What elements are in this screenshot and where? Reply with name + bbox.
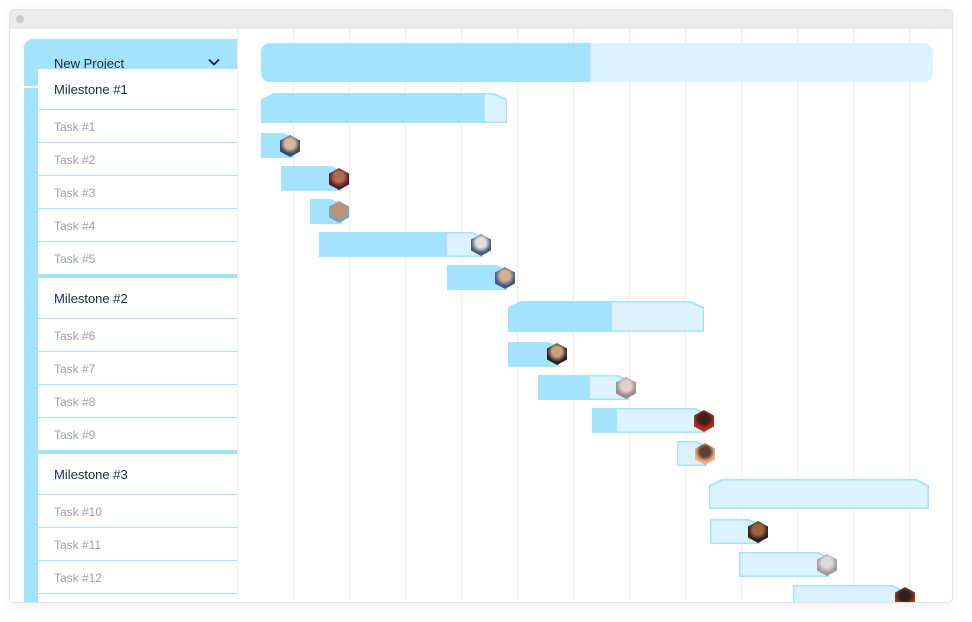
task-row[interactable]: Task #2 — [38, 143, 237, 176]
milestone-bar[interactable] — [709, 479, 929, 509]
assignee-avatar[interactable] — [280, 135, 300, 157]
task-label: Task #12 — [54, 571, 103, 585]
task-row[interactable]: Task #9 — [38, 418, 237, 451]
task-row[interactable]: Task #5 — [38, 242, 237, 275]
task-label: Task #6 — [54, 329, 96, 343]
milestone-label: Milestone #3 — [54, 467, 128, 482]
milestone-bar[interactable] — [261, 93, 507, 123]
milestone-separator — [38, 274, 237, 278]
task-row[interactable]: Task #1 — [38, 110, 237, 143]
assignee-avatar[interactable] — [329, 201, 349, 223]
assignee-avatar[interactable] — [495, 267, 515, 289]
task-label: Task #11 — [54, 538, 102, 552]
title-bar — [10, 10, 952, 29]
task-row[interactable]: Task #6 — [38, 319, 237, 352]
task-label: Task #5 — [54, 252, 96, 266]
milestone-row[interactable]: Milestone #3 — [38, 454, 237, 495]
task-row[interactable]: Task #7 — [38, 352, 237, 385]
task-row[interactable]: Task #10 — [38, 495, 237, 528]
grid-line — [853, 29, 854, 602]
task-row[interactable]: Task #4 — [38, 209, 237, 242]
assignee-avatar[interactable] — [471, 234, 491, 256]
milestone-separator — [38, 450, 237, 454]
task-bar[interactable] — [793, 585, 903, 603]
task-sidebar: New Project Milestone #1 Task #1 Task #2 Ta… — [24, 39, 237, 602]
assignee-avatar[interactable] — [817, 554, 837, 576]
task-label: Task #4 — [54, 219, 96, 233]
task-row[interactable]: Task #12 — [38, 561, 237, 594]
chevron-down-icon[interactable] — [208, 58, 220, 66]
milestone-label: Milestone #2 — [54, 291, 128, 306]
grid-line — [405, 29, 406, 602]
task-bar[interactable] — [319, 232, 483, 257]
task-label: Task #2 — [54, 153, 96, 167]
progress-fill — [261, 43, 591, 82]
task-row[interactable]: Task #11 — [38, 528, 237, 561]
grid-line — [461, 29, 462, 602]
progress-fill — [508, 301, 612, 332]
task-bar[interactable] — [592, 408, 706, 433]
project-title: New Project — [54, 56, 125, 71]
task-label: Task #1 — [54, 120, 96, 134]
window-dot[interactable] — [16, 15, 24, 23]
task-bar[interactable] — [710, 519, 760, 544]
milestone-row[interactable]: Milestone #1 — [38, 69, 237, 110]
task-bar[interactable] — [739, 552, 829, 577]
app-window: New Project Milestone #1 Task #1 Task #2 Ta… — [9, 9, 953, 603]
assignee-avatar[interactable] — [329, 168, 349, 190]
progress-fill — [261, 93, 485, 123]
grid-line — [349, 29, 350, 602]
milestone-label: Milestone #1 — [54, 82, 128, 97]
task-label: Task #8 — [54, 395, 96, 409]
task-row[interactable]: Task #8 — [38, 385, 237, 418]
progress-fill — [538, 375, 590, 400]
assignee-avatar[interactable] — [694, 410, 714, 432]
task-row[interactable]: Task #3 — [38, 176, 237, 209]
milestone-bar[interactable] — [508, 301, 704, 332]
project-bar[interactable] — [261, 43, 933, 82]
task-label: Task #7 — [54, 362, 96, 376]
task-label: Task #10 — [54, 505, 103, 519]
assignee-avatar[interactable] — [748, 521, 768, 543]
task-bar[interactable] — [538, 375, 629, 400]
progress-fill — [319, 232, 447, 257]
task-label: Task #9 — [54, 428, 96, 442]
sidebar-strip — [24, 88, 38, 602]
grid-line — [909, 29, 910, 602]
assignee-avatar[interactable] — [616, 377, 636, 399]
progress-fill — [592, 408, 618, 433]
milestone-row[interactable]: Milestone #2 — [38, 278, 237, 319]
grid-line — [797, 29, 798, 602]
assignee-avatar[interactable] — [695, 443, 715, 465]
grid-line — [293, 29, 294, 602]
task-label: Task #3 — [54, 186, 96, 200]
assignee-avatar[interactable] — [547, 343, 567, 365]
divider — [237, 29, 238, 602]
grid-line — [741, 29, 742, 602]
assignee-avatar[interactable] — [895, 587, 915, 602]
